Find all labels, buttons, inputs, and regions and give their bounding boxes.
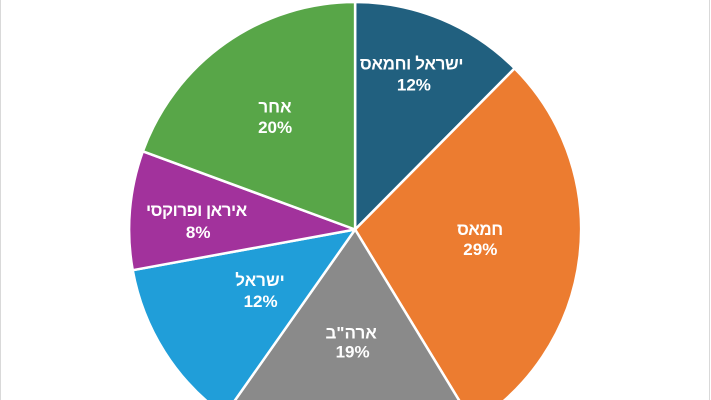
svg-text:29%: 29%: [463, 240, 497, 259]
svg-text:איראן ופרוקסי: איראן ופרוקסי: [146, 201, 248, 220]
svg-text:אחר: אחר: [258, 97, 292, 116]
svg-text:חמאס: חמאס: [457, 220, 503, 239]
svg-text:ישראל וחמאס: ישראל וחמאס: [360, 55, 463, 74]
svg-text:12%: 12%: [397, 76, 431, 95]
svg-text:19%: 19%: [336, 343, 370, 362]
svg-text:20%: 20%: [258, 118, 292, 137]
svg-text:8%: 8%: [186, 223, 211, 242]
svg-text:12%: 12%: [244, 292, 278, 311]
svg-text:ישראל: ישראל: [235, 271, 285, 290]
svg-text:ארה"ב: ארה"ב: [326, 324, 378, 343]
